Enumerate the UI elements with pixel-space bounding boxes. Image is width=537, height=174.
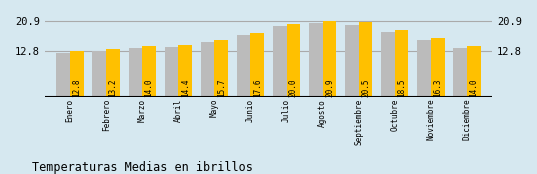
Bar — [417, 40, 431, 97]
Bar — [309, 23, 323, 97]
Text: 14.4: 14.4 — [180, 78, 190, 97]
Bar — [250, 33, 264, 97]
Bar — [92, 51, 106, 97]
Text: 20.0: 20.0 — [289, 78, 298, 97]
Bar — [323, 21, 336, 97]
Bar — [201, 42, 214, 97]
Bar — [142, 46, 156, 97]
Text: 14.0: 14.0 — [469, 78, 478, 97]
Text: 17.6: 17.6 — [253, 78, 262, 97]
Bar — [273, 26, 287, 97]
Text: 12.8: 12.8 — [72, 78, 82, 97]
Bar — [381, 32, 395, 97]
Bar — [70, 50, 84, 97]
Bar — [287, 24, 300, 97]
Bar — [431, 38, 445, 97]
Text: 18.5: 18.5 — [397, 78, 406, 97]
Text: Temperaturas Medias en ibrillos: Temperaturas Medias en ibrillos — [32, 161, 253, 174]
Text: 13.2: 13.2 — [108, 78, 118, 97]
Bar — [453, 48, 467, 97]
Bar — [56, 53, 70, 97]
Bar — [395, 30, 409, 97]
Text: 20.9: 20.9 — [325, 78, 334, 97]
Text: 20.5: 20.5 — [361, 78, 370, 97]
Text: 14.0: 14.0 — [144, 78, 154, 97]
Bar — [178, 45, 192, 97]
Bar — [165, 47, 178, 97]
Bar — [359, 22, 372, 97]
Bar — [467, 46, 481, 97]
Bar — [106, 49, 120, 97]
Bar — [214, 40, 228, 97]
Bar — [237, 35, 250, 97]
Bar — [128, 48, 142, 97]
Text: 15.7: 15.7 — [217, 78, 226, 97]
Text: 16.3: 16.3 — [433, 78, 442, 97]
Bar — [345, 25, 359, 97]
